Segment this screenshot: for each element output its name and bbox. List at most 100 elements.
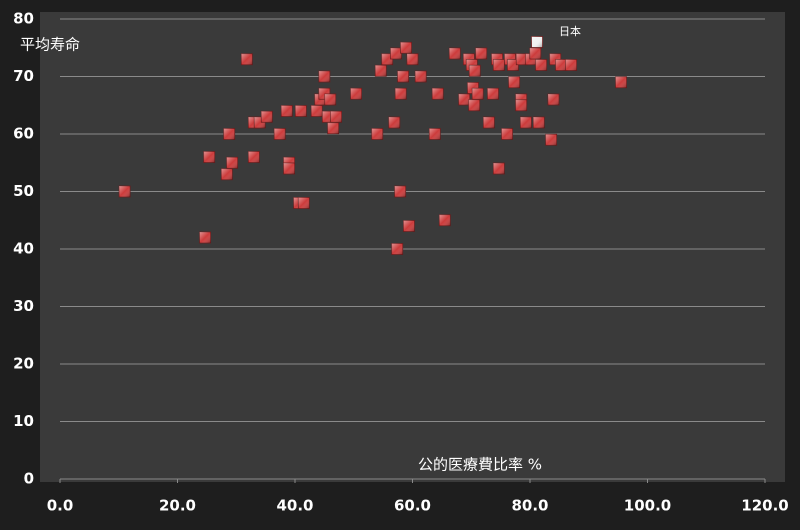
x-axis-label: 公的医療費比率 % bbox=[418, 456, 542, 474]
marker-shade bbox=[223, 128, 235, 140]
marker bbox=[471, 87, 484, 100]
marker-shade bbox=[403, 220, 415, 232]
marker bbox=[431, 87, 444, 100]
marker bbox=[118, 185, 131, 198]
marker-shade bbox=[548, 94, 559, 105]
y-tick-label: 0 bbox=[24, 470, 34, 488]
marker bbox=[394, 185, 407, 198]
marker-shade bbox=[199, 232, 211, 243]
marker-shade bbox=[531, 36, 543, 48]
marker-shade bbox=[415, 71, 427, 82]
marker-shade bbox=[407, 53, 418, 65]
marker bbox=[247, 151, 260, 163]
marker bbox=[492, 59, 505, 71]
marker bbox=[403, 220, 415, 232]
marker bbox=[448, 47, 461, 60]
marker bbox=[330, 110, 343, 123]
x-tick-label: 120.0 bbox=[741, 497, 788, 515]
marker-shade bbox=[327, 122, 339, 134]
marker bbox=[492, 162, 505, 175]
marker-shade bbox=[493, 163, 505, 174]
marker-shade bbox=[350, 88, 362, 100]
marker bbox=[371, 128, 384, 140]
marker bbox=[458, 93, 471, 106]
y-tick-label: 10 bbox=[13, 412, 34, 430]
marker-shade bbox=[533, 117, 545, 128]
marker bbox=[414, 70, 427, 83]
marker bbox=[565, 59, 578, 71]
marker-shade bbox=[330, 111, 342, 123]
y-tick-label: 80 bbox=[13, 10, 34, 28]
marker-shade bbox=[515, 99, 527, 111]
marker-shade bbox=[254, 117, 266, 128]
marker-shade bbox=[469, 65, 481, 77]
marker-shade bbox=[324, 94, 336, 105]
marker bbox=[487, 87, 499, 100]
marker-shade bbox=[449, 48, 461, 59]
marker bbox=[615, 76, 627, 89]
y-tick-label: 60 bbox=[13, 125, 34, 143]
y-axis-label: 平均寿命 bbox=[20, 36, 80, 54]
marker bbox=[475, 47, 488, 60]
marker-shade bbox=[520, 117, 532, 128]
marker-shade bbox=[565, 59, 577, 71]
marker-shade bbox=[535, 59, 547, 71]
plot-area bbox=[40, 12, 785, 482]
x-tick-label: 20.0 bbox=[159, 497, 196, 515]
marker bbox=[515, 99, 528, 112]
marker-shade bbox=[429, 128, 441, 140]
marker bbox=[226, 156, 239, 169]
marker-shade bbox=[472, 88, 484, 100]
marker bbox=[545, 133, 558, 146]
marker-shade bbox=[516, 53, 528, 65]
annotation: 日本 bbox=[559, 24, 581, 38]
marker-shade bbox=[221, 168, 233, 180]
marker bbox=[280, 105, 293, 117]
marker-shade bbox=[274, 128, 286, 140]
marker bbox=[350, 87, 363, 100]
marker bbox=[283, 162, 296, 175]
marker bbox=[273, 128, 286, 140]
y-tick-label: 40 bbox=[13, 240, 34, 258]
marker-shade bbox=[248, 151, 260, 163]
marker bbox=[406, 53, 419, 66]
marker bbox=[374, 64, 387, 77]
marker-shade bbox=[390, 48, 402, 59]
marker-shade bbox=[458, 94, 470, 105]
marker-shade bbox=[507, 59, 519, 71]
marker-shade bbox=[394, 186, 406, 197]
x-tick-label: 80.0 bbox=[511, 497, 548, 515]
marker bbox=[535, 59, 548, 71]
marker bbox=[220, 168, 233, 181]
marker-shade bbox=[468, 99, 480, 111]
marker-shade bbox=[311, 105, 323, 117]
marker bbox=[260, 110, 273, 123]
x-tick-label: 60.0 bbox=[394, 497, 431, 515]
y-tick-label: 30 bbox=[13, 297, 34, 315]
marker bbox=[324, 93, 337, 106]
y-tick-label: 20 bbox=[13, 355, 34, 373]
marker-shade bbox=[203, 151, 215, 163]
marker bbox=[294, 105, 307, 117]
marker bbox=[501, 128, 513, 140]
marker bbox=[428, 128, 441, 140]
x-tick-label: 40.0 bbox=[276, 497, 313, 515]
marker bbox=[400, 41, 412, 54]
marker bbox=[468, 99, 481, 112]
marker-shade bbox=[391, 243, 403, 255]
marker-shade bbox=[283, 163, 295, 174]
y-tick-label: 50 bbox=[13, 182, 34, 200]
marker-shade bbox=[501, 128, 513, 140]
marker-shade bbox=[298, 197, 310, 209]
marker-shade bbox=[281, 105, 293, 117]
marker-shade bbox=[371, 128, 383, 140]
marker bbox=[531, 36, 543, 48]
marker bbox=[310, 105, 323, 117]
marker-shade bbox=[295, 105, 307, 117]
marker bbox=[391, 243, 404, 255]
marker-shade bbox=[483, 117, 495, 128]
marker-shade bbox=[318, 71, 330, 82]
marker-shade bbox=[261, 111, 273, 123]
marker-shade bbox=[400, 42, 412, 54]
